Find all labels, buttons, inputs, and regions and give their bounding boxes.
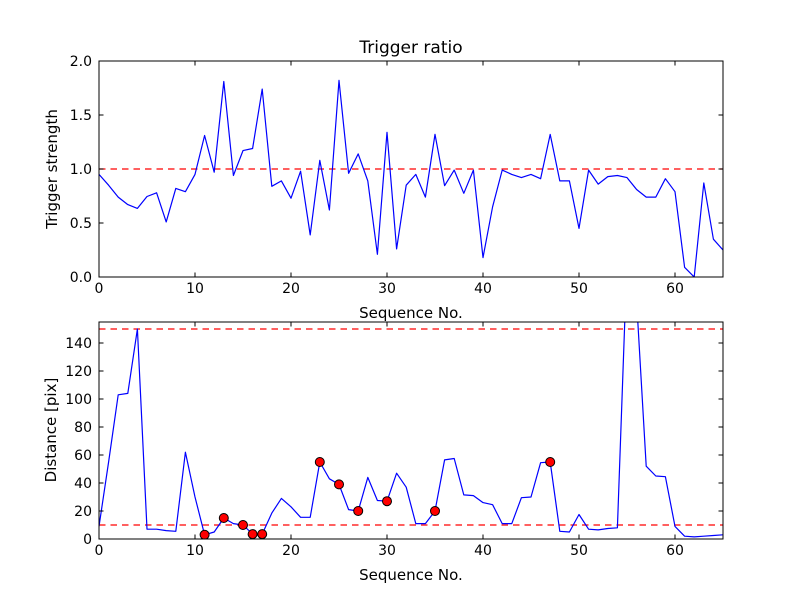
bottom-x-axis-label: Sequence No. [359, 566, 463, 584]
x-tick-label: 10 [186, 281, 204, 297]
marker-dot [382, 496, 392, 507]
marker-dot [545, 457, 556, 467]
x-tick-label: 40 [474, 281, 492, 297]
x-tick-label: 40 [474, 543, 492, 559]
y-tick-label: 100 [65, 392, 92, 408]
top-y-axis-label: Trigger strength [43, 109, 61, 230]
distance-axes-frame [98, 321, 724, 540]
y-tick-label: 0.0 [70, 270, 92, 286]
distance-plot-background [99, 322, 723, 539]
x-tick-label: 10 [186, 543, 204, 559]
x-tick-label: 50 [570, 543, 588, 559]
x-tick-label: 0 [95, 543, 104, 559]
y-tick-label: 1.0 [70, 162, 92, 178]
marker-dot [314, 457, 325, 467]
y-tick-label: 1.5 [70, 108, 92, 124]
marker-dot [218, 513, 229, 523]
y-tick-label: 0 [83, 532, 92, 548]
y-tick-label: 140 [65, 336, 92, 352]
top-chart-title: Trigger ratio [358, 38, 462, 58]
x-tick-label: 60 [666, 281, 684, 297]
marker-dot [238, 520, 248, 530]
top-x-axis-label: Sequence No. [359, 304, 463, 322]
marker-dot [257, 529, 268, 539]
distance-series [99, 322, 723, 538]
x-tick-label: 30 [378, 543, 396, 559]
bottom-plot-panel: 0 10 20 30 40 50 60 0 20 40 60 80 100 120 140 [65, 321, 724, 559]
x-tick-label: 60 [666, 543, 684, 559]
y-tick-label: 2.0 [70, 54, 92, 70]
x-tick-label: 50 [570, 281, 588, 297]
y-tick-label: 120 [65, 364, 92, 380]
flagged-points [199, 457, 556, 539]
top-plot-panel: 0 10 20 30 40 50 60 0.0 0.5 1.0 1.5 2.0 [70, 54, 724, 297]
marker-dot [199, 529, 210, 539]
y-tick-label: 80 [74, 420, 92, 436]
x-tick-label: 0 [95, 281, 104, 297]
y-tick-label: 60 [74, 448, 92, 464]
y-tick-label: 40 [74, 476, 92, 492]
y-tick-label: 20 [74, 504, 92, 520]
x-tick-label: 20 [282, 543, 300, 559]
y-tick-label: 0.5 [70, 216, 92, 232]
x-tick-label: 30 [378, 281, 396, 297]
marker-dot [353, 506, 364, 516]
trigger-ratio-axes-frame [98, 60, 724, 278]
trigger-strength-series [99, 79, 723, 277]
bottom-y-axis-label: Distance [pix] [42, 378, 60, 483]
marker-dot [247, 529, 258, 539]
text-layer: Trigger ratio Trigger strength Sequence … [42, 38, 463, 584]
marker-dot [334, 479, 344, 490]
x-tick-label: 20 [282, 281, 300, 297]
marker-dot [430, 506, 440, 516]
